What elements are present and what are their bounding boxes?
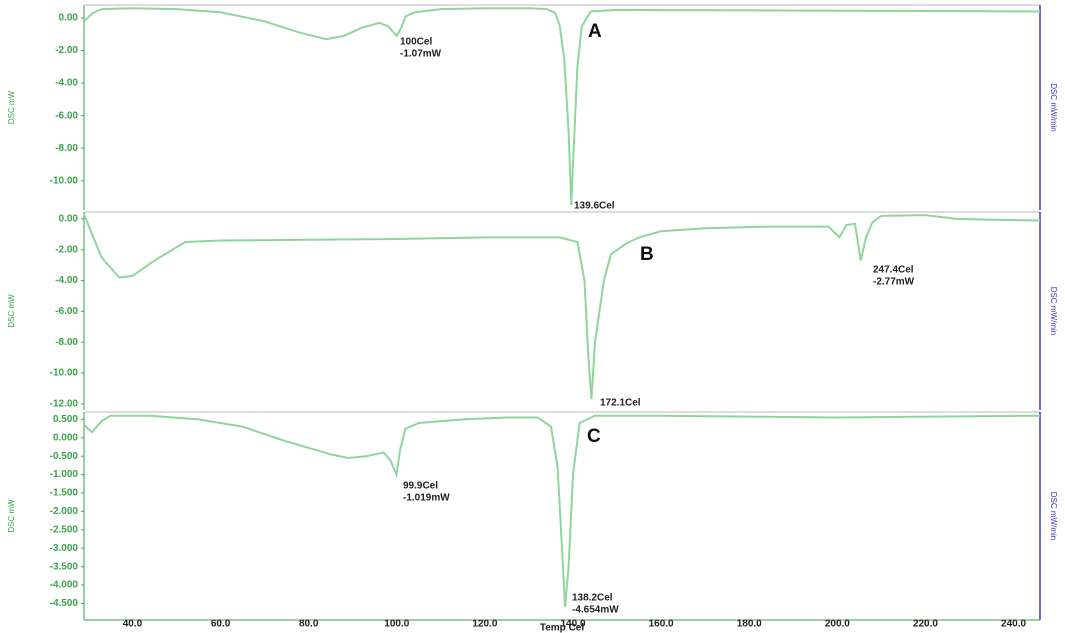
x-tick-label: 140.0 xyxy=(560,619,585,630)
y-tick-label: 0.000 xyxy=(53,432,78,443)
x-tick-label: 100.0 xyxy=(384,619,409,630)
peak-annotation: 172.1Cel xyxy=(600,398,641,409)
y-tick-label: -12.00 xyxy=(50,398,79,409)
x-axis-label: Temp Cel xyxy=(540,623,584,633)
y-tick-label: -2.00 xyxy=(55,244,78,255)
y-tick-label: -10.00 xyxy=(50,175,79,186)
y-tick-label: 0.00 xyxy=(59,13,79,24)
y-tick-label: -8.00 xyxy=(55,143,78,154)
y-tick-label: -3.000 xyxy=(50,543,79,554)
y-tick-label: -1.500 xyxy=(50,488,79,499)
y-tick-label: -0.500 xyxy=(50,451,79,462)
dsc-curve xyxy=(83,414,1041,608)
y-tick-label: -2.00 xyxy=(55,45,78,56)
y2-axis-label: DSC mW/min xyxy=(1049,492,1058,540)
peak-annotation: 139.6Cel xyxy=(574,201,615,212)
dsc-curve xyxy=(83,213,1041,400)
y-tick-label: -10.00 xyxy=(50,368,79,379)
peak-annotation: 138.2Cel xyxy=(572,593,613,604)
x-tick-label: 200.0 xyxy=(825,619,850,630)
peak-annotation: -2.77mW xyxy=(873,277,915,288)
y-tick-label: -4.000 xyxy=(50,580,79,591)
peak-annotation: -1.07mW xyxy=(400,49,442,60)
y-axis-label: DSC mW xyxy=(7,90,16,124)
peak-annotation: 247.4Cel xyxy=(873,265,914,276)
peak-annotation: 99.9Cel xyxy=(403,481,438,492)
x-tick-label: 240.0 xyxy=(1001,619,1026,630)
dsc-curve xyxy=(83,7,1041,206)
peak-annotation: 100Cel xyxy=(400,37,432,48)
x-tick-label: 220.0 xyxy=(913,619,938,630)
peak-annotation: -4.654mW xyxy=(572,605,619,616)
y-tick-label: -8.00 xyxy=(55,337,78,348)
y-tick-label: -3.500 xyxy=(50,561,79,572)
y-tick-label: -2.000 xyxy=(50,506,79,517)
y-tick-label: -6.00 xyxy=(55,110,78,121)
y-tick-label: -4.500 xyxy=(50,598,79,609)
y2-axis-label: DSC mW/min xyxy=(1049,83,1058,131)
y-tick-label: -6.00 xyxy=(55,306,78,317)
panel-label: A xyxy=(588,21,602,42)
peak-annotation: -1.019mW xyxy=(403,493,450,504)
x-tick-label: 40.0 xyxy=(123,619,143,630)
y-tick-label: -4.00 xyxy=(55,78,78,89)
panel-label: C xyxy=(587,426,601,447)
y-tick-label: -4.00 xyxy=(55,275,78,286)
x-tick-label: 180.0 xyxy=(737,619,762,630)
y-tick-label: 0.500 xyxy=(53,414,78,425)
y-tick-label: -1.000 xyxy=(50,469,79,480)
x-tick-label: 160.0 xyxy=(649,619,674,630)
y-axis-label: DSC mW xyxy=(7,294,16,328)
x-tick-label: 80.0 xyxy=(299,619,319,630)
y-tick-label: 0.00 xyxy=(59,214,79,225)
y2-axis-label: DSC mW/min xyxy=(1049,287,1058,335)
y-tick-label: -2.500 xyxy=(50,524,79,535)
x-tick-label: 120.0 xyxy=(472,619,497,630)
panel-label: B xyxy=(640,244,654,265)
x-tick-label: 60.0 xyxy=(211,619,231,630)
y-axis-label: DSC mW xyxy=(7,499,16,533)
